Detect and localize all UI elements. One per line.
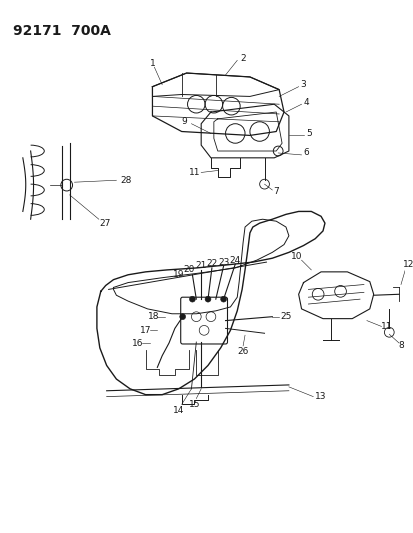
Text: 18: 18 [147,312,159,321]
Text: 3: 3 [300,80,306,89]
Text: 25: 25 [280,312,291,321]
Text: 15: 15 [188,400,199,409]
Text: 20: 20 [183,265,195,274]
Text: 11: 11 [188,168,199,177]
Circle shape [220,296,226,302]
Text: 9: 9 [181,117,187,126]
Text: 26: 26 [237,348,248,356]
Text: 5: 5 [306,129,311,138]
Text: 28: 28 [120,176,131,185]
Text: 27: 27 [99,219,110,228]
Text: 6: 6 [303,149,309,157]
Text: 13: 13 [315,392,326,401]
Text: 2: 2 [240,54,245,63]
Text: 7: 7 [273,188,278,197]
Text: 17: 17 [140,326,151,335]
Text: 21: 21 [195,261,206,270]
Text: 10: 10 [290,252,302,261]
Text: 12: 12 [402,260,413,269]
Circle shape [179,314,185,320]
Text: 24: 24 [229,256,240,265]
Text: 8: 8 [397,342,403,350]
Text: 92171  700A: 92171 700A [13,25,111,38]
Text: 4: 4 [303,98,309,107]
Text: 19: 19 [173,270,184,279]
Text: 11: 11 [380,322,391,331]
Circle shape [189,296,195,302]
Text: 22: 22 [206,259,217,268]
Text: 23: 23 [217,257,229,266]
Text: 14: 14 [173,406,184,415]
Text: 16: 16 [132,338,143,348]
Circle shape [204,296,210,302]
Text: 1: 1 [149,59,155,68]
